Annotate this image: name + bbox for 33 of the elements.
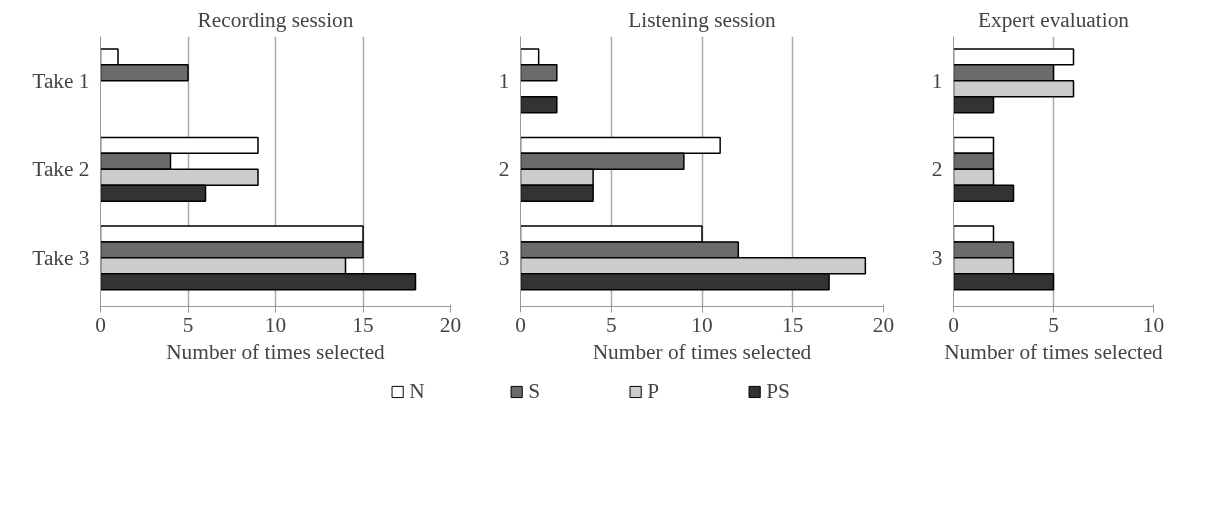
x-tick-label: 5 [605,312,617,337]
y-tick-label: Take 2 [32,157,90,182]
x-axis-title: Number of times selected [592,339,812,364]
x-tick-label: 5 [182,312,194,337]
x-tick-label: 10 [691,312,713,337]
legend-label: S [528,378,541,404]
legend-label: PS [766,378,790,404]
x-tick-label: 20 [872,312,895,337]
y-tick-label: Take 1 [32,68,90,93]
y-tick-label: 3 [931,245,943,270]
x-tick-label: 15 [352,312,374,337]
chart-title: Listening session [628,7,777,32]
y-tick-label: 2 [498,157,510,182]
y-tick-label: Take 3 [32,245,90,270]
x-tick-label: 0 [95,312,106,337]
y-tick-label: 1 [498,68,510,93]
y-tick-label: 3 [498,245,510,270]
x-tick-label: 0 [948,312,959,337]
legend-label: N [409,378,426,404]
x-tick-label: 10 [1142,312,1165,337]
x-axis-title: Number of times selected [166,339,386,364]
x-tick-label: 0 [515,312,526,337]
chart-title: Recording session [197,7,354,32]
x-tick-label: 15 [782,312,804,337]
y-tick-label: 1 [931,68,943,93]
y-tick-label: 2 [931,157,943,182]
chart-title: Expert evaluation [977,7,1130,32]
x-tick-label: 10 [264,312,287,337]
x-axis-title: Number of times selected [944,339,1164,364]
legend-label: P [647,378,660,404]
x-tick-label: 5 [1048,312,1059,337]
bar [520,95,558,114]
x-tick-label: 20 [439,312,462,337]
